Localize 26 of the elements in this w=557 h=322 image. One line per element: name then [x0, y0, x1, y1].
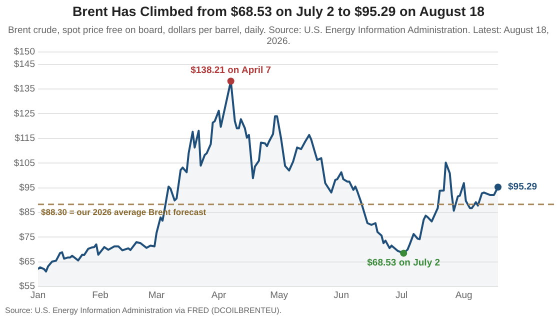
x-tick-label: May: [270, 290, 288, 301]
chart-title: Brent Has Climbed from $68.53 on July 2 to $95.29 on August 18: [71, 4, 486, 19]
x-tick-label: Feb: [92, 290, 108, 301]
chart-subtitle: Brent crude, spot price free on board, dollars per barrel, daily. Source: U.S. Energy Information Administration. Latest: August 18, 2026.: [6, 25, 550, 47]
x-tick-label: Jan: [30, 290, 46, 301]
x-tick-label: Jul: [396, 290, 408, 301]
x-tick-label: Aug: [455, 290, 472, 301]
source-note: Source: U.S. Energy Information Administration via FRED (DCOILBRENTEU).: [5, 306, 282, 315]
y-tick-label: $95: [19, 182, 35, 194]
y-tick-label: $65: [19, 256, 35, 268]
x-tick-label: Apr: [211, 290, 226, 301]
annotation: $138.21 on April 7: [190, 64, 272, 76]
y-tick-label: $55: [19, 281, 35, 292]
x-tick-label: Jun: [334, 290, 349, 301]
x-tick-label: Mar: [148, 290, 165, 301]
y-tick-label: $135: [14, 84, 35, 95]
annotation: $68.53 on July 2: [367, 258, 440, 269]
y-tick-label: $75: [19, 232, 35, 243]
y-tick-label: $115: [14, 133, 35, 144]
annotation: $95.29: [508, 182, 538, 193]
point: [494, 184, 502, 191]
y-tick-label: $150: [14, 46, 35, 58]
y-tick-label: $85: [19, 207, 35, 218]
y-tick-label: $125: [14, 108, 35, 120]
y-tick-label: $105: [14, 158, 35, 169]
y-tick-label: $145: [14, 58, 35, 70]
